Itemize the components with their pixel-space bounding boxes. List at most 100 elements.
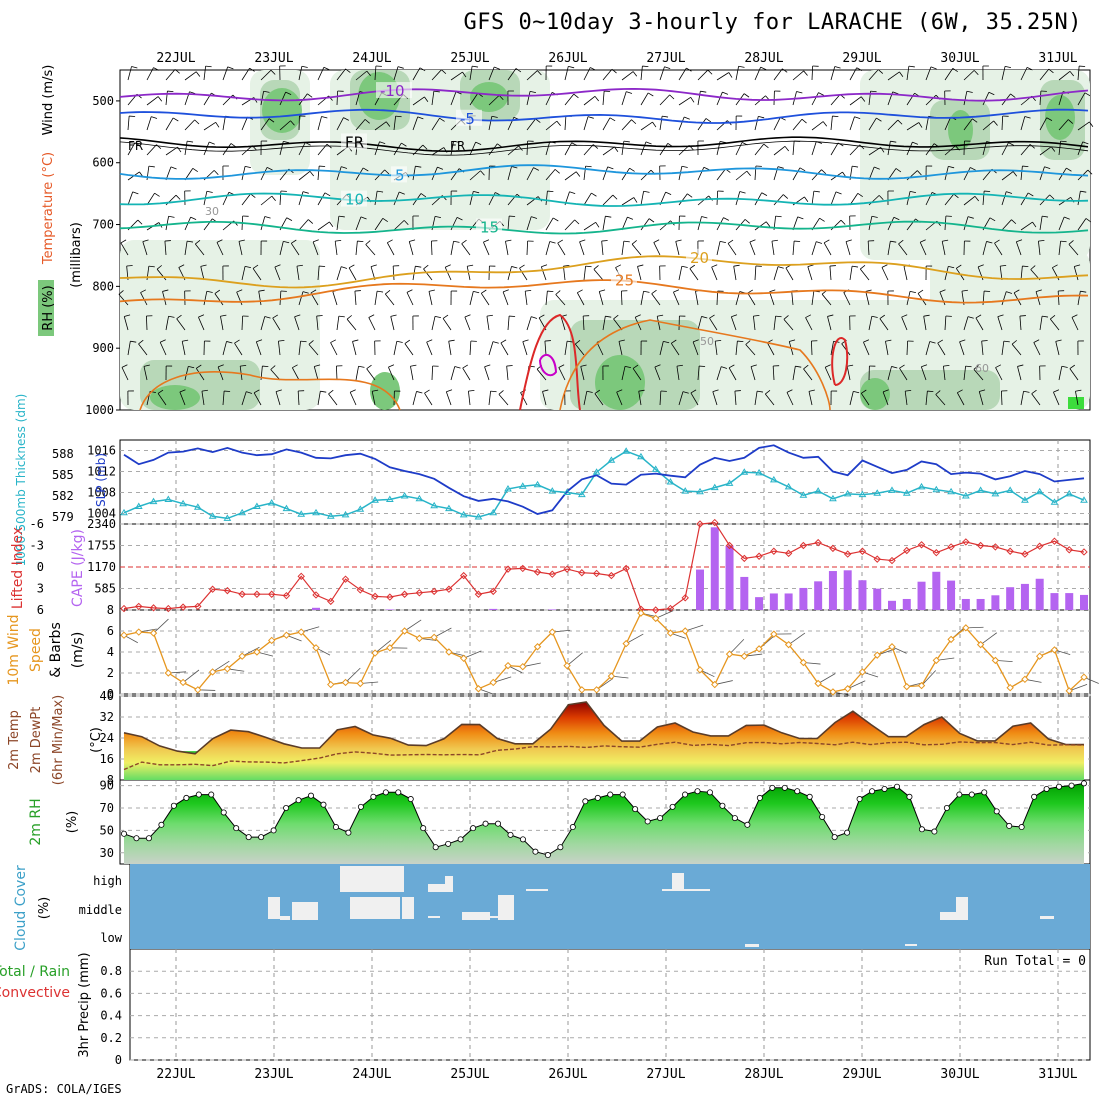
cloud-block: [745, 944, 759, 947]
wind-barb: [927, 390, 934, 393]
wind-barb: [162, 291, 167, 306]
wind-barb: [258, 289, 265, 292]
wind-point: [1006, 683, 1014, 692]
li-point: [1035, 542, 1044, 550]
wind-barb: [178, 264, 185, 268]
wind-barb: [1077, 121, 1090, 131]
wind-barb: [719, 140, 727, 144]
wind-barb: [298, 142, 306, 156]
cloud-block: [402, 866, 404, 892]
wind-barb: [260, 69, 272, 81]
wind-barb: [290, 120, 295, 126]
wind-barb: [701, 316, 708, 319]
cape-bar: [312, 607, 320, 610]
wind-barb: [593, 144, 599, 149]
cape-bar: [1065, 593, 1074, 610]
wind-barb: [775, 315, 782, 318]
wind-barb: [804, 196, 809, 203]
rh-point: [220, 809, 227, 816]
wind-barb: [448, 339, 455, 342]
wind-barb: [301, 65, 308, 68]
wind-barb: [963, 167, 971, 181]
wind-barb: [689, 264, 695, 269]
thickness-point: [961, 492, 970, 499]
wind-barb: [377, 190, 384, 193]
wind-point: [400, 627, 409, 635]
wind-barb: [1008, 142, 1014, 146]
wind-barb: [563, 265, 570, 267]
wind-barb: [491, 115, 498, 118]
wind-barb: [596, 342, 604, 356]
wind-barb: [468, 391, 471, 406]
wind-barb: [643, 190, 650, 193]
wind-barb: [310, 289, 317, 294]
wind-barb: [739, 191, 746, 194]
rh-point: [831, 834, 838, 841]
wind-barb: [635, 314, 641, 318]
wind-barb: [500, 342, 509, 356]
pressure-tick-label: 600: [92, 156, 114, 170]
wind-barb: [963, 118, 973, 131]
wind-barb: [966, 90, 973, 93]
wind-barb: [154, 192, 160, 197]
wind-barb: [640, 169, 652, 181]
thickness-point: [1080, 496, 1088, 503]
wind-barb: [507, 145, 519, 156]
wind-barb: [901, 316, 908, 331]
wind-barb: [631, 243, 642, 256]
isotherm-35: [539, 353, 558, 377]
wind-barb: [271, 195, 276, 202]
precip-tick-label: 0.4: [100, 1009, 122, 1023]
wind-barb: [399, 191, 405, 195]
wind-barb: [994, 242, 1003, 256]
wind-barb: [1039, 117, 1048, 131]
wind-barb: [684, 116, 690, 120]
wind-barb: [456, 217, 463, 221]
li-point: [1021, 550, 1029, 558]
wind-point: [327, 680, 335, 689]
wind-point: [681, 627, 689, 635]
wind-barb: [545, 217, 554, 231]
rh-point: [170, 802, 177, 809]
wind-barb: [791, 291, 794, 306]
wind-barb: [653, 242, 661, 256]
wind-barb: [669, 94, 675, 100]
li-point: [135, 602, 143, 611]
slp-panel-frame: [119, 439, 1091, 525]
wind-barb: [963, 216, 969, 231]
wind-barb: [840, 219, 846, 225]
wind-barb: [735, 142, 743, 156]
wind-barb: [849, 116, 855, 131]
wind-barb: [727, 239, 734, 244]
wind-barb: [297, 391, 300, 406]
chart-title: GFS 0~10day 3-hourly for LARACHE (6W, 35…: [463, 10, 1082, 35]
wind-barb: [560, 316, 566, 331]
wind-barb: [1077, 66, 1080, 81]
cape-bar: [976, 598, 985, 610]
rh-point: [881, 785, 888, 792]
rh-point: [270, 827, 277, 834]
temp-tick-label: 8: [107, 773, 114, 787]
ylabel-wind-title: 10m Wind: [6, 614, 22, 685]
isotherm-label: FR: [450, 139, 465, 153]
wind-barb: [480, 293, 490, 306]
wind-barb: [754, 67, 761, 81]
wind-barb: [348, 267, 357, 281]
x-tick-label-top: 23JUL: [254, 51, 293, 66]
wind-barb: [403, 220, 409, 226]
wind-barb: [195, 239, 201, 245]
wind-barb: [213, 170, 219, 176]
wind-barb: [203, 66, 207, 81]
wind-barb: [1060, 140, 1067, 143]
wind-barb: [507, 216, 510, 231]
thickness-point: [1035, 487, 1044, 495]
cape-bar: [548, 609, 557, 610]
wind-barb: [226, 341, 233, 344]
wind-barb: [623, 140, 630, 143]
wind-barb: [317, 221, 330, 231]
wind-point: [858, 668, 867, 676]
wind-barb: [671, 339, 677, 344]
wind-barb: [1077, 218, 1087, 231]
wind-barb: [716, 241, 721, 256]
